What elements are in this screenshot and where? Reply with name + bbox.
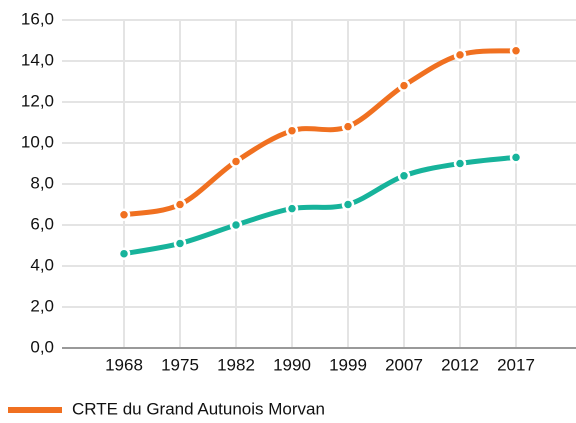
x-tick-label: 2017 — [497, 355, 535, 374]
data-point — [285, 202, 299, 215]
data-point — [173, 198, 187, 211]
data-point — [229, 218, 243, 232]
series-line — [123, 48, 517, 218]
x-tick-label: 1999 — [329, 355, 367, 374]
y-tick-label: 2,0 — [30, 296, 54, 315]
x-tick-label: 1975 — [161, 355, 199, 374]
data-point — [229, 155, 243, 168]
legend-label: CRTE du Grand Autunois Morvan — [72, 399, 325, 418]
x-tick-label: 2007 — [385, 355, 423, 374]
y-tick-label: 4,0 — [30, 255, 54, 274]
y-tick-label: 8,0 — [30, 173, 54, 192]
y-tick-label: 10,0 — [21, 132, 54, 151]
y-tick-label: 16,0 — [21, 9, 54, 28]
y-tick-label: 6,0 — [30, 214, 54, 233]
data-point — [509, 151, 523, 164]
data-point — [285, 124, 299, 137]
data-point — [173, 237, 187, 250]
data-point — [397, 169, 411, 183]
data-point — [117, 208, 131, 221]
x-tick-label: 2012 — [441, 355, 479, 374]
y-tick-label: 12,0 — [21, 91, 54, 110]
data-point — [341, 120, 355, 133]
data-point — [509, 44, 523, 57]
data-point — [453, 48, 467, 62]
data-point — [117, 247, 131, 260]
data-point — [397, 79, 411, 92]
y-tick-label: 14,0 — [21, 50, 54, 69]
x-tick-label: 1990 — [273, 355, 311, 374]
y-tick-label: 0,0 — [30, 337, 54, 356]
x-tick-label: 1982 — [217, 355, 255, 374]
x-tick-label: 1968 — [105, 355, 143, 374]
data-point — [341, 198, 355, 211]
data-point — [453, 157, 467, 170]
